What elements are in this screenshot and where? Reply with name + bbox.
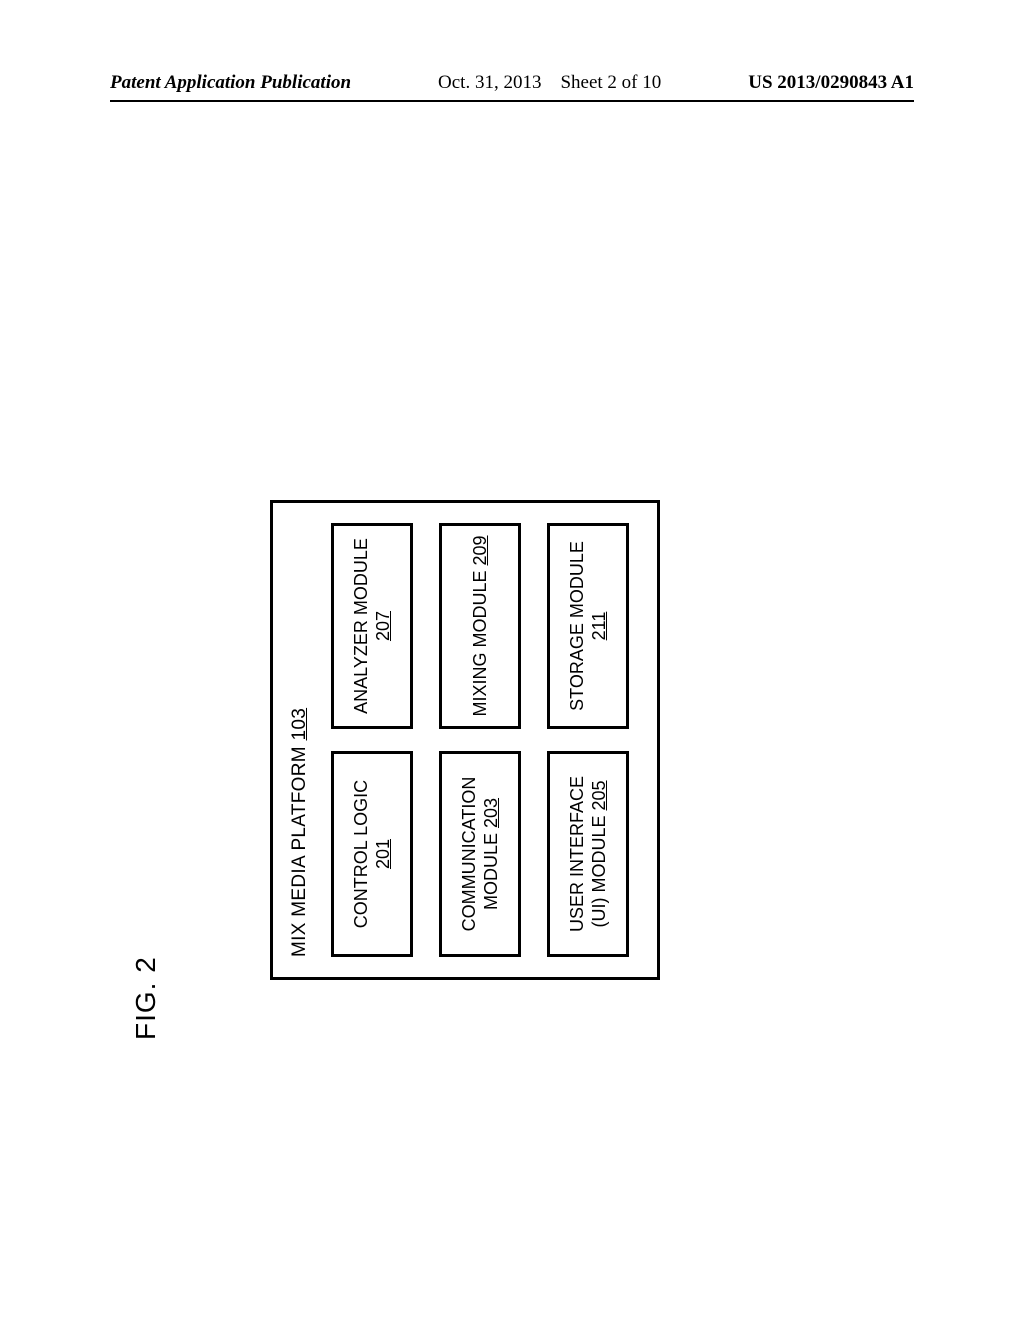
module-control-logic: CONTROL LOGIC 201: [331, 751, 413, 957]
module-ref: 201: [373, 839, 393, 869]
diagram: MIX MEDIA PLATFORM 103 CONTROL LOGIC 201…: [270, 500, 660, 980]
page: Patent Application Publication Oct. 31, …: [0, 0, 1024, 1320]
header-sheet: Sheet 2 of 10: [560, 72, 661, 93]
module-label: MIXING MODULE: [470, 571, 490, 717]
module-label: USER INTERFACE: [566, 776, 589, 932]
module-label-2: (UI) MODULE: [589, 816, 609, 928]
module-label: STORAGE MODULE: [566, 541, 589, 711]
header-rule: [110, 100, 914, 102]
module-ref: 209: [470, 535, 490, 565]
module-grid: CONTROL LOGIC 201 ANALYZER MODULE 207 CO…: [331, 523, 629, 957]
header-right: US 2013/0290843 A1: [748, 72, 914, 94]
module-label: ANALYZER MODULE: [350, 538, 373, 714]
platform-title-ref: 103: [289, 708, 310, 741]
module-communication: COMMUNICATION MODULE 203: [439, 751, 521, 957]
module-ref: 211: [589, 612, 609, 641]
page-header: Patent Application Publication Oct. 31, …: [110, 72, 914, 94]
header-center: Oct. 31, 2013 Sheet 2 of 10: [438, 72, 661, 94]
platform-title: MIX MEDIA PLATFORM 103: [289, 523, 311, 957]
module-label: CONTROL LOGIC: [350, 780, 373, 928]
header-date: Oct. 31, 2013: [438, 72, 541, 93]
header-left: Patent Application Publication: [110, 72, 351, 94]
module-storage: STORAGE MODULE 211: [547, 523, 629, 729]
module-ref: 205: [589, 780, 609, 810]
platform-box: MIX MEDIA PLATFORM 103 CONTROL LOGIC 201…: [270, 500, 660, 980]
module-mixing: MIXING MODULE 209: [439, 523, 521, 729]
module-label: COMMUNICATION: [458, 777, 481, 932]
module-label-2: MODULE: [481, 833, 501, 910]
module-ref: 207: [373, 611, 393, 641]
figure-label: FIG. 2: [130, 956, 162, 1040]
module-analyzer: ANALYZER MODULE 207: [331, 523, 413, 729]
module-ui: USER INTERFACE (UI) MODULE 205: [547, 751, 629, 957]
platform-title-text: MIX MEDIA PLATFORM: [289, 746, 310, 957]
module-ref: 203: [481, 798, 501, 828]
